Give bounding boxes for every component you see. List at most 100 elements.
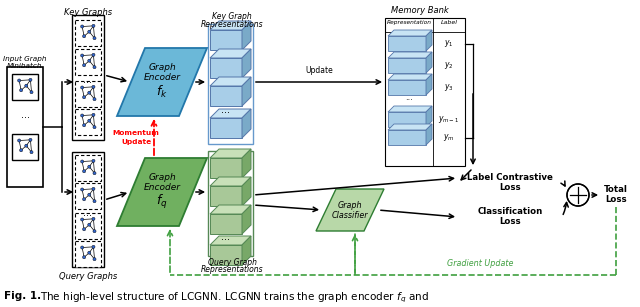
Circle shape [88,91,91,94]
Text: ...: ... [83,208,93,218]
Circle shape [29,138,32,142]
FancyBboxPatch shape [75,20,101,46]
Text: ...: ... [221,232,230,242]
Circle shape [81,160,84,163]
Polygon shape [388,30,432,36]
Circle shape [83,124,86,127]
Circle shape [83,256,86,259]
Text: $y_{m-1}$: $y_{m-1}$ [438,114,460,125]
Circle shape [92,217,95,220]
Text: Memory Bank: Memory Bank [391,6,449,15]
Text: Input Graph: Input Graph [3,56,47,62]
Bar [7,67,43,187]
Text: Label Contrastive: Label Contrastive [467,173,553,182]
Text: $y_2$: $y_2$ [444,60,454,71]
Text: Encoder: Encoder [143,184,180,192]
Bar [385,18,465,166]
Polygon shape [210,118,242,138]
Circle shape [81,188,84,191]
Circle shape [88,30,91,33]
Text: $y_3$: $y_3$ [444,82,454,93]
Text: ...: ... [83,75,93,85]
Polygon shape [210,109,251,118]
Text: Encoder: Encoder [143,73,180,83]
Polygon shape [210,30,242,50]
Circle shape [25,144,28,147]
Text: ...: ... [405,94,413,103]
Polygon shape [242,149,251,178]
Polygon shape [388,106,432,112]
Polygon shape [242,77,251,106]
FancyBboxPatch shape [75,81,101,107]
Text: Key Graphs: Key Graphs [64,8,112,17]
Text: $f_q$: $f_q$ [156,193,168,211]
Circle shape [92,245,95,248]
Circle shape [81,246,84,249]
Circle shape [88,165,91,168]
Circle shape [88,193,91,196]
Text: Loss: Loss [605,196,627,204]
Circle shape [20,149,22,152]
FancyBboxPatch shape [75,49,101,75]
Circle shape [81,114,84,117]
FancyBboxPatch shape [72,152,104,267]
Polygon shape [242,236,251,265]
Polygon shape [210,245,242,265]
Circle shape [29,78,32,81]
Circle shape [93,126,96,129]
Polygon shape [242,109,251,138]
FancyBboxPatch shape [75,183,101,209]
Polygon shape [426,106,432,127]
Circle shape [88,251,91,254]
Text: Gradient Update: Gradient Update [447,259,513,268]
Text: Query Graph: Query Graph [207,258,257,267]
Circle shape [88,119,91,122]
Bar [208,151,253,256]
FancyBboxPatch shape [75,213,101,239]
Polygon shape [316,189,384,231]
Text: Representations: Representations [201,265,263,274]
Circle shape [88,59,91,62]
Polygon shape [210,49,251,58]
Text: Graph: Graph [148,64,176,72]
Text: Representation: Representation [387,20,431,25]
Circle shape [93,172,96,175]
Polygon shape [210,158,242,178]
Polygon shape [388,130,426,145]
Bar [208,24,253,144]
Circle shape [83,170,86,173]
Text: Classification: Classification [477,208,543,216]
Text: Label: Label [440,20,458,25]
Text: Fig. 1.: Fig. 1. [4,291,41,301]
Circle shape [30,151,33,154]
Polygon shape [388,36,426,51]
Circle shape [92,85,95,88]
Polygon shape [426,52,432,73]
Polygon shape [210,58,242,78]
Circle shape [83,96,86,99]
Polygon shape [210,186,242,206]
Text: Minibatch: Minibatch [7,63,43,69]
FancyBboxPatch shape [12,134,38,160]
Polygon shape [242,49,251,78]
Circle shape [567,184,589,206]
Text: Representations: Representations [201,20,263,29]
Circle shape [83,228,86,231]
Polygon shape [210,214,242,234]
Text: $f_k$: $f_k$ [156,84,168,100]
Circle shape [20,89,22,92]
Circle shape [92,159,95,162]
Polygon shape [388,112,426,127]
Circle shape [93,98,96,101]
Circle shape [30,91,33,94]
Circle shape [92,113,95,116]
Circle shape [83,198,86,201]
Text: Momentum: Momentum [113,130,159,136]
Text: $y_m$: $y_m$ [444,132,455,143]
Polygon shape [426,30,432,51]
Polygon shape [210,236,251,245]
Text: ...: ... [20,110,29,120]
Polygon shape [388,52,432,58]
Polygon shape [388,74,432,80]
Polygon shape [210,177,251,186]
